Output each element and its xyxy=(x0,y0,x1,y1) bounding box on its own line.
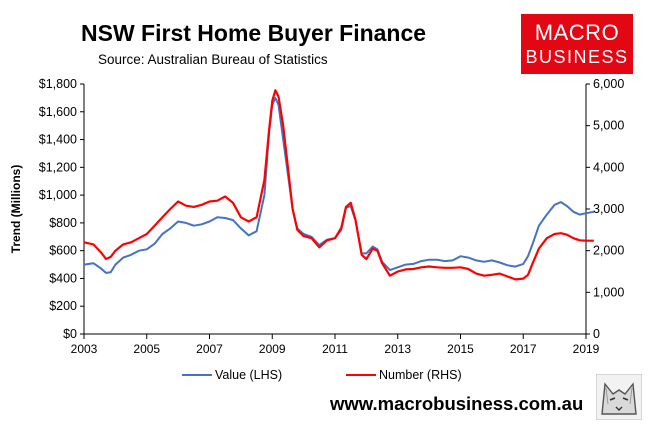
y-left-tick-label: $400 xyxy=(49,271,77,285)
y-right-tick-label: 4,000 xyxy=(593,160,624,174)
x-tick-label: 2009 xyxy=(259,342,286,356)
y-left-tick-label: $1,600 xyxy=(39,105,77,119)
series-line-2 xyxy=(83,89,594,281)
logo-line-2: BUSINESS xyxy=(525,47,629,67)
y-left-tick-label: $1,400 xyxy=(39,133,77,147)
y-right-tick-label: 2,000 xyxy=(593,244,624,258)
y-left-tick-label: $1,800 xyxy=(39,77,77,91)
y-right-tick-label: 1,000 xyxy=(593,285,624,299)
x-tick-label: 2017 xyxy=(510,342,537,356)
logo-line-1: MACRO xyxy=(534,20,620,45)
y-left-tick-label: $0 xyxy=(63,327,77,341)
y-right-tick-label: 6,000 xyxy=(593,77,624,91)
macrobusiness-logo[interactable]: MACRO BUSINESS xyxy=(521,14,633,74)
x-tick-label: 2007 xyxy=(196,342,223,356)
y-right-tick-label: 3,000 xyxy=(593,202,624,216)
series-line-1 xyxy=(83,96,594,274)
legend-label-1: Value (LHS) xyxy=(215,368,282,382)
y-axis-label: Trend (Millions) xyxy=(9,165,23,254)
legend-label-2: Number (RHS) xyxy=(379,368,462,382)
chart-title: NSW First Home Buyer Finance xyxy=(81,20,427,46)
x-tick-label: 2011 xyxy=(322,342,348,356)
y-right-tick-label: 5,000 xyxy=(593,119,624,133)
x-tick-label: 2019 xyxy=(573,342,600,356)
website-url[interactable]: www.macrobusiness.com.au xyxy=(330,393,584,414)
x-tick-label: 2003 xyxy=(71,342,98,356)
y-left-tick-label: $1,200 xyxy=(39,160,77,174)
y-left-tick-label: $200 xyxy=(49,299,77,313)
y-left-tick-label: $800 xyxy=(49,216,77,230)
x-tick-label: 2015 xyxy=(447,342,474,356)
y-left-tick-label: $1,000 xyxy=(39,188,77,202)
y-right-tick-label: 0 xyxy=(593,327,600,341)
wolf-head-icon xyxy=(596,374,642,420)
chart-source: Source: Australian Bureau of Statistics xyxy=(98,52,328,67)
y-left-tick-label: $600 xyxy=(49,244,77,258)
x-tick-label: 2013 xyxy=(384,342,411,356)
x-tick-label: 2005 xyxy=(133,342,160,356)
